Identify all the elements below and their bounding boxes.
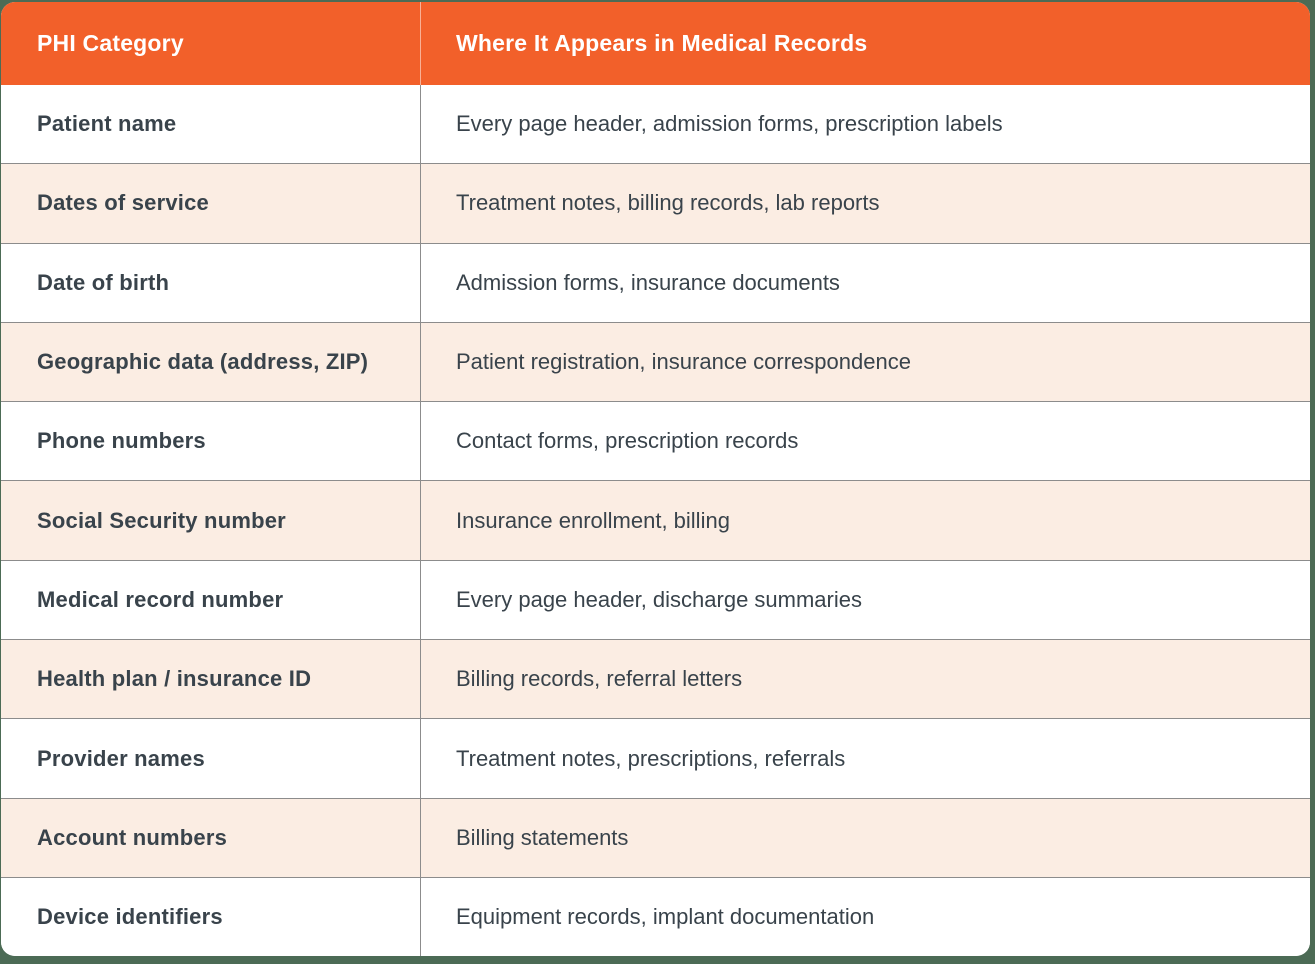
category-cell: Account numbers xyxy=(1,798,421,877)
table-row: Account numbers Billing statements xyxy=(1,797,1310,877)
table-row: Medical record number Every page header, … xyxy=(1,559,1310,640)
category-cell: Health plan / insurance ID xyxy=(1,640,421,719)
location-cell: Billing records, referral letters xyxy=(456,666,743,692)
category-cell: Geographic data (address, ZIP) xyxy=(1,322,421,402)
header-cell-phi-category: PHI Category xyxy=(1,2,421,85)
category-cell: Date of birth xyxy=(1,243,421,322)
table-row: Provider names Treatment notes, prescript… xyxy=(1,718,1310,798)
location-cell: Billing statements xyxy=(456,824,629,850)
table-row: Patient name Every page header, admission… xyxy=(1,85,1310,164)
table-body: Patient name Every page header, admission… xyxy=(1,85,1310,956)
location-cell: Insurance enrollment, billing xyxy=(456,507,730,533)
category-cell: Device identifiers xyxy=(1,877,421,956)
table-row: Phone numbers Contact forms, prescription… xyxy=(1,401,1310,481)
category-cell: Patient name xyxy=(1,85,421,164)
location-cell: Equipment records, implant documentation xyxy=(456,904,875,930)
location-cell: Treatment notes, billing records, lab re… xyxy=(456,190,880,216)
header-cell-where-it-appears: Where It Appears in Medical Records xyxy=(456,30,868,56)
category-cell: Medical record number xyxy=(1,560,421,640)
category-cell: Social Security number xyxy=(1,481,421,560)
table-row: Geographic data (address, ZIP) Patient re… xyxy=(1,321,1310,402)
table-header-row: PHI Category Where It Appears in Medical… xyxy=(1,2,1310,85)
location-cell: Every page header, admission forms, pres… xyxy=(456,111,1003,137)
category-cell: Phone numbers xyxy=(1,402,421,481)
table-row: Date of birth Admission forms, insurance … xyxy=(1,242,1310,322)
table-row: Dates of service Treatment notes, billing… xyxy=(1,163,1310,243)
category-cell: Provider names xyxy=(1,719,421,798)
location-cell: Every page header, discharge summaries xyxy=(456,586,862,612)
location-cell: Contact forms, prescription records xyxy=(456,428,799,454)
location-cell: Patient registration, insurance correspo… xyxy=(456,349,911,375)
category-cell: Dates of service xyxy=(1,164,421,243)
location-cell: Admission forms, insurance documents xyxy=(456,269,840,295)
table-row: Device identifiers Equipment records, imp… xyxy=(1,876,1310,956)
table-row: Health plan / insurance ID Billing record… xyxy=(1,639,1310,719)
location-cell: Treatment notes, prescriptions, referral… xyxy=(456,745,846,771)
table-row: Social Security number Insurance enrollme… xyxy=(1,480,1310,560)
